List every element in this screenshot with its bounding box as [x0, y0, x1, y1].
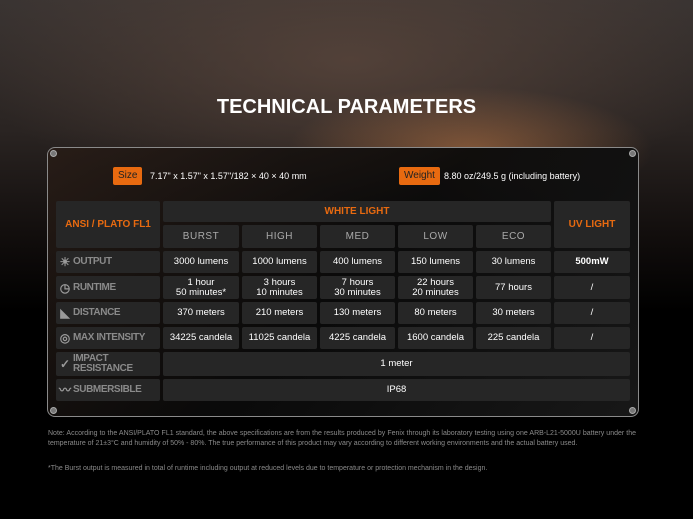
cell-line: 1 hour — [187, 276, 215, 288]
weight-badge: Weight — [399, 167, 440, 185]
row-label-output: ☀ OUTPUT — [56, 251, 160, 273]
label-line: RESISTANCE — [73, 363, 133, 374]
water-icon: 〰 — [58, 383, 71, 397]
mode-header-low: LOW — [398, 225, 473, 248]
table-cell: 80 meters — [398, 302, 473, 324]
table-cell: 11025 candela — [242, 327, 317, 349]
row-label-text: MAX INTENSITY — [73, 332, 146, 343]
table-cell: 130 meters — [320, 302, 395, 324]
mode-header-burst: BURST — [163, 225, 239, 248]
label-line: IMPACT — [73, 353, 109, 364]
uv-cell: / — [554, 276, 630, 299]
table-cell: 1600 candela — [398, 327, 473, 349]
beam-distance-icon: ◣ — [60, 306, 70, 320]
burst-footnote: *The Burst output is measured in total o… — [48, 465, 488, 472]
table-cell: 7 hours 30 minutes — [320, 276, 395, 299]
screw-icon — [629, 407, 636, 414]
mode-header-high: HIGH — [242, 225, 317, 248]
cell-line: 22 hours — [417, 276, 454, 288]
size-value: 7.17" x 1.57" x 1.57"/182 × 40 × 40 mm — [150, 171, 307, 181]
cell-line: 30 minutes — [334, 286, 381, 298]
table-cell: 77 hours — [476, 276, 551, 299]
uv-light-header: UV LIGHT — [554, 201, 630, 248]
clock-icon: ◷ — [59, 280, 71, 295]
table-cell: 4225 candela — [320, 327, 395, 349]
cell-line: 77 hours — [495, 281, 532, 293]
row-label-distance: ◣ DISTANCE — [56, 302, 160, 324]
uv-cell: / — [554, 327, 630, 349]
row-label-impact-resistance: ✓ IMPACT RESISTANCE — [56, 352, 160, 376]
table-cell: 1000 lumens — [242, 251, 317, 273]
impact-icon: ✓ — [59, 357, 71, 371]
screw-icon — [629, 150, 636, 157]
standard-header: ANSI / PLATO FL1 — [56, 201, 160, 248]
spec-panel: Size 7.17" x 1.57" x 1.57"/182 × 40 × 40… — [47, 147, 639, 417]
table-cell: 370 meters — [163, 302, 239, 324]
row-label-text: DISTANCE — [73, 307, 121, 318]
row-label-runtime: ◷ RUNTIME — [56, 276, 160, 299]
brightness-icon: ☀ — [59, 255, 71, 269]
table-cell: 30 lumens — [476, 251, 551, 273]
table-cell: 400 lumens — [320, 251, 395, 273]
size-badge: Size — [113, 167, 143, 185]
table-cell: 225 candela — [476, 327, 551, 349]
footnote: Note: According to the ANSI/PLATO FL1 st… — [48, 430, 636, 447]
row-label-text: OUTPUT — [73, 256, 112, 267]
table-cell: 22 hours 20 minutes — [398, 276, 473, 299]
table-cell: 1 hour 50 minutes* — [163, 276, 239, 299]
cell-line: 20 minutes — [412, 286, 459, 298]
table-cell: 3 hours 10 minutes — [242, 276, 317, 299]
row-label-text: SUBMERSIBLE — [73, 384, 142, 395]
table-cell: 210 meters — [242, 302, 317, 324]
impact-value: 1 meter — [163, 352, 630, 376]
uv-cell: 500mW — [554, 251, 630, 273]
screw-icon — [50, 150, 57, 157]
cell-line: 50 minutes* — [175, 286, 227, 298]
spec-table: ANSI / PLATO FL1 WHITE LIGHT UV LIGHT BU… — [56, 201, 630, 401]
cell-line: 10 minutes — [256, 286, 303, 298]
target-icon: ◎ — [59, 331, 71, 345]
mode-header-eco: ECO — [476, 225, 551, 248]
submersible-value: IP68 — [163, 379, 630, 401]
cell-line: 3 hours — [263, 276, 296, 288]
screw-icon — [50, 407, 57, 414]
page-title: TECHNICAL PARAMETERS — [216, 96, 477, 118]
table-cell: 30 meters — [476, 302, 551, 324]
weight-value: 8.80 oz/249.5 g (including battery) — [444, 171, 581, 181]
cell-line: 7 hours — [341, 276, 374, 288]
row-label-text: IMPACT RESISTANCE — [73, 354, 133, 374]
table-cell: 150 lumens — [398, 251, 473, 273]
row-label-text: RUNTIME — [73, 281, 116, 293]
row-label-max-intensity: ◎ MAX INTENSITY — [56, 327, 160, 349]
mode-header-med: MED — [320, 225, 395, 248]
uv-cell: / — [554, 302, 630, 324]
table-cell: 3000 lumens — [163, 251, 239, 273]
row-label-submersible: 〰 SUBMERSIBLE — [56, 379, 160, 401]
white-light-header: WHITE LIGHT — [163, 201, 551, 222]
table-cell: 34225 candela — [163, 327, 239, 349]
